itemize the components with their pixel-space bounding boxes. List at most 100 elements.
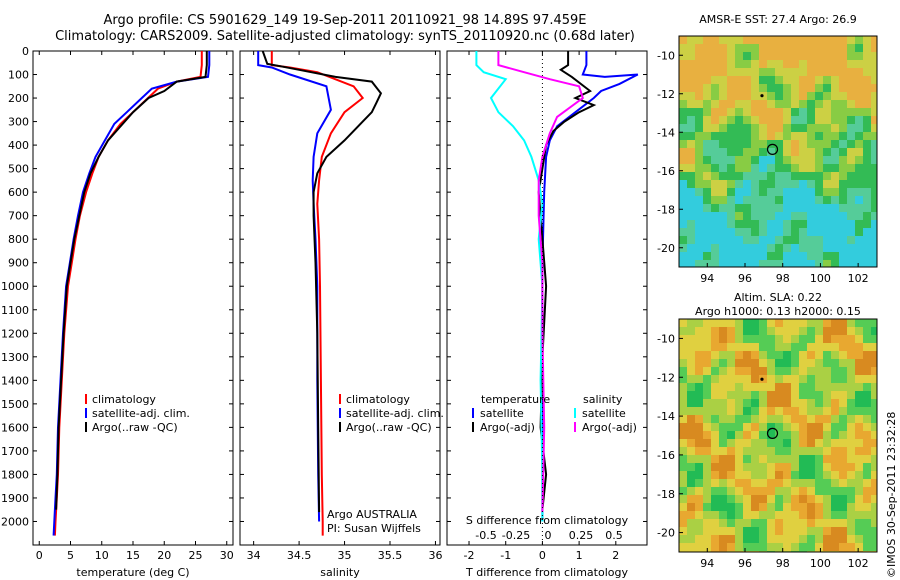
heatmap-cell bbox=[807, 100, 815, 108]
heatmap-cell bbox=[815, 236, 823, 244]
heatmap-cell bbox=[863, 132, 871, 140]
heatmap-cell bbox=[807, 236, 815, 244]
heatmap-cell bbox=[783, 327, 791, 335]
heatmap-cell bbox=[767, 487, 775, 495]
heatmap-cell bbox=[679, 44, 687, 52]
heatmap-cell bbox=[679, 439, 687, 447]
heatmap-cell bbox=[807, 527, 815, 535]
heatmap-cell bbox=[871, 391, 877, 399]
heatmap-cell bbox=[767, 383, 775, 391]
heatmap-cell bbox=[831, 60, 839, 68]
heatmap-cell bbox=[799, 383, 807, 391]
heatmap-cell bbox=[847, 431, 855, 439]
heatmap-cell bbox=[847, 180, 855, 188]
heatmap-cell bbox=[759, 132, 767, 140]
heatmap-cell bbox=[719, 164, 727, 172]
heatmap-cell bbox=[727, 479, 735, 487]
heatmap-cell bbox=[863, 535, 871, 543]
heatmap-cell bbox=[751, 180, 759, 188]
heatmap-cell bbox=[871, 335, 877, 343]
heatmap-cell bbox=[871, 535, 877, 543]
heatmap-cell bbox=[719, 220, 727, 228]
heatmap-cell bbox=[815, 252, 823, 260]
heatmap-cell bbox=[767, 84, 775, 92]
diff-legend-header-salinity: salinity bbox=[583, 393, 623, 406]
heatmap-cell bbox=[783, 92, 791, 100]
heatmap-cell bbox=[799, 260, 807, 267]
heatmap-cell bbox=[767, 92, 775, 100]
heatmap-cell bbox=[839, 180, 847, 188]
heatmap-cell bbox=[751, 228, 759, 236]
heatmap-cell bbox=[815, 244, 823, 252]
heatmap-cell bbox=[815, 391, 823, 399]
diff-salinity-axis-label: S difference from climatology bbox=[466, 514, 629, 527]
heatmap-cell bbox=[871, 503, 877, 511]
heatmap-cell bbox=[727, 236, 735, 244]
heatmap-cell bbox=[703, 335, 711, 343]
heatmap-cell bbox=[839, 383, 847, 391]
depth-tick-label: 1100 bbox=[1, 304, 29, 317]
heatmap-cell bbox=[807, 220, 815, 228]
heatmap-cell bbox=[823, 455, 831, 463]
heatmap-cell bbox=[863, 124, 871, 132]
heatmap-cell bbox=[775, 327, 783, 335]
heatmap-cell bbox=[679, 116, 687, 124]
heatmap-cell bbox=[695, 487, 703, 495]
heatmap-cell bbox=[719, 423, 727, 431]
heatmap-cell bbox=[791, 431, 799, 439]
heatmap-cell bbox=[839, 68, 847, 76]
heatmap-cell bbox=[687, 260, 695, 267]
heatmap-cell bbox=[759, 471, 767, 479]
heatmap-cell bbox=[695, 519, 703, 527]
heatmap-cell bbox=[759, 335, 767, 343]
heatmap-cell bbox=[839, 36, 847, 44]
heatmap-cell bbox=[863, 463, 871, 471]
heatmap-cell bbox=[815, 116, 823, 124]
heatmap-cell bbox=[687, 511, 695, 519]
heatmap-cell bbox=[743, 188, 751, 196]
heatmap-cell bbox=[711, 44, 719, 52]
heatmap-cell bbox=[799, 212, 807, 220]
heatmap-cell bbox=[815, 543, 823, 551]
heatmap-cell bbox=[751, 108, 759, 116]
heatmap-cell bbox=[759, 140, 767, 148]
heatmap-cell bbox=[839, 132, 847, 140]
heatmap-cell bbox=[863, 359, 871, 367]
heatmap-cell bbox=[855, 132, 863, 140]
heatmap-cell bbox=[759, 260, 767, 267]
heatmap-cell bbox=[815, 399, 823, 407]
heatmap-cell bbox=[831, 108, 839, 116]
heatmap-cell bbox=[695, 391, 703, 399]
heatmap-cell bbox=[759, 124, 767, 132]
heatmap-cell bbox=[847, 527, 855, 535]
heatmap-cell bbox=[839, 124, 847, 132]
differences-series-line bbox=[541, 51, 639, 522]
heatmap-cell bbox=[847, 335, 855, 343]
heatmap-cell bbox=[783, 36, 791, 44]
sla-map-x-tick-label: 100 bbox=[810, 557, 831, 570]
heatmap-cell bbox=[799, 471, 807, 479]
heatmap-cell bbox=[703, 463, 711, 471]
heatmap-cell bbox=[783, 204, 791, 212]
heatmap-cell bbox=[807, 132, 815, 140]
heatmap-cell bbox=[823, 407, 831, 415]
heatmap-cell bbox=[823, 52, 831, 60]
heatmap-cell bbox=[767, 511, 775, 519]
heatmap-cell bbox=[815, 212, 823, 220]
heatmap-cell bbox=[759, 148, 767, 156]
heatmap-cell bbox=[735, 196, 743, 204]
heatmap-cell bbox=[839, 543, 847, 551]
heatmap-cell bbox=[871, 367, 877, 375]
heatmap-cell bbox=[735, 471, 743, 479]
heatmap-cell bbox=[855, 327, 863, 335]
heatmap-cell bbox=[687, 44, 695, 52]
heatmap-cell bbox=[807, 180, 815, 188]
heatmap-cell bbox=[719, 196, 727, 204]
heatmap-cell bbox=[775, 52, 783, 60]
heatmap-cell bbox=[831, 148, 839, 156]
heatmap-cell bbox=[839, 487, 847, 495]
heatmap-cell bbox=[855, 76, 863, 84]
heatmap-cell bbox=[855, 228, 863, 236]
heatmap-cell bbox=[863, 92, 871, 100]
heatmap-cell bbox=[703, 132, 711, 140]
